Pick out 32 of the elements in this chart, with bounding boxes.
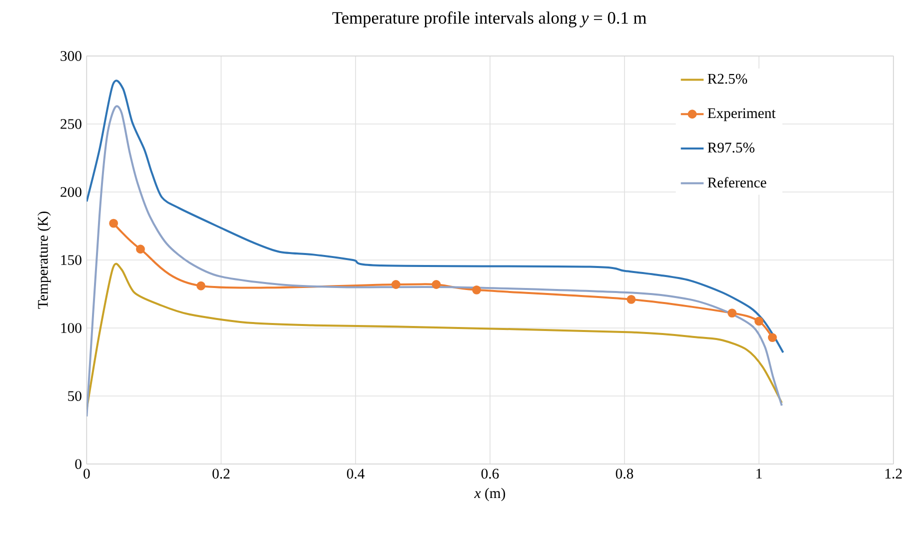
legend-label: R97.5% [708, 142, 754, 153]
y-tick-label: 250 [60, 119, 82, 130]
point [432, 280, 441, 290]
point [626, 295, 636, 304]
line-series [86, 106, 783, 418]
x-tick-label: 0.4 [346, 468, 365, 479]
y-axis-title: Temperature (K) [38, 212, 51, 309]
legend-label: R2.5% [708, 74, 748, 84]
point [196, 282, 206, 290]
point [136, 244, 145, 254]
x-tick-label: 1 [756, 468, 762, 479]
point [754, 316, 764, 326]
x-tick-label: 0.2 [212, 468, 230, 479]
y-tick-label: 200 [60, 187, 82, 198]
legend-label: Experiment [708, 108, 776, 122]
point [109, 218, 118, 228]
point [472, 286, 482, 295]
point [391, 280, 400, 290]
point [728, 308, 737, 318]
x-tick-label: 0 [84, 468, 90, 479]
x-tick-label: 1.2 [886, 468, 902, 479]
y-tick-label: 50 [68, 391, 82, 402]
point [768, 333, 777, 342]
legend-label: Reference [708, 177, 766, 188]
x-tick-label: 0.6 [481, 468, 499, 479]
y-tick-label: 150 [61, 255, 82, 266]
chart-title: Temperature profile intervals along y = 0.1 m [332, 12, 646, 28]
y-tick-label: 0 [75, 459, 82, 470]
y-tick-label: 300 [60, 51, 82, 62]
x-axis-title: x (m) [474, 488, 506, 502]
y-tick-label: 100 [61, 323, 82, 334]
x-tick-label: 0.8 [616, 468, 634, 479]
